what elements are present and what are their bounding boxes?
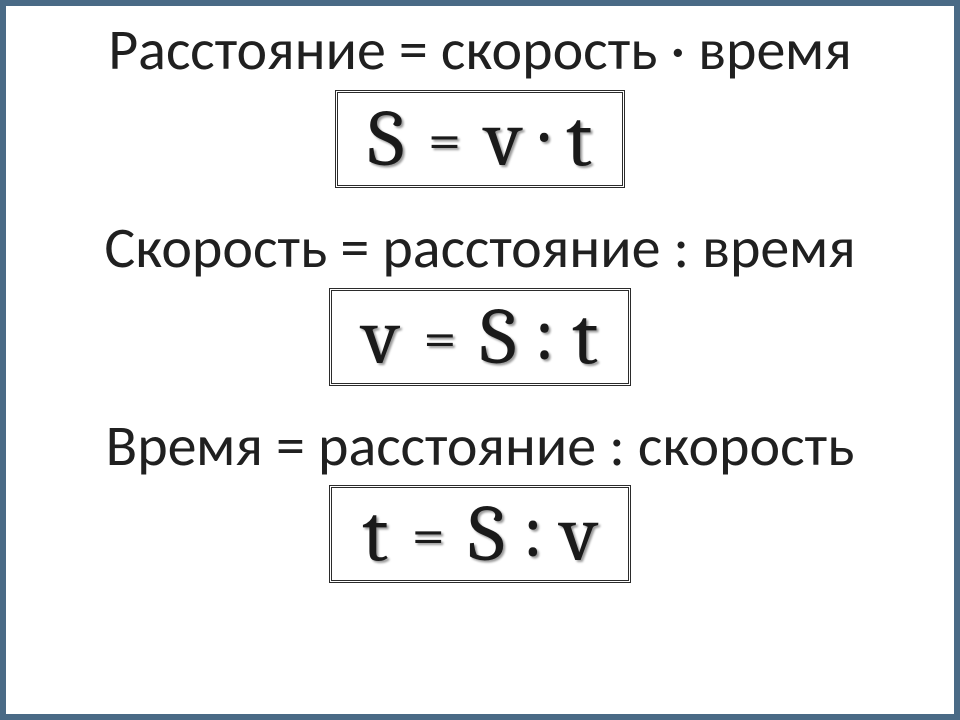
operator-divide: : — [522, 484, 542, 576]
formula-card: Расстояние = скорость · время S = v · t … — [0, 0, 960, 720]
formula-rhs-b: t — [572, 291, 598, 383]
time-formula: t = S : v — [362, 488, 598, 580]
operator-multiply: · — [540, 89, 548, 181]
formula-rhs-a: v — [485, 93, 523, 185]
equals-sign: = — [412, 500, 445, 569]
equals-sign: = — [423, 303, 456, 372]
formula-rhs-b: v — [560, 488, 598, 580]
speed-description: Скорость = расстояние : время — [104, 216, 855, 280]
speed-formula: v = S : t — [362, 291, 598, 383]
distance-formula: S = v · t — [368, 93, 592, 185]
formula-rhs-b: t — [566, 93, 592, 185]
distance-description: Расстояние = скорость · время — [108, 18, 852, 82]
time-description: Время = расстояние : скорость — [106, 414, 855, 478]
formula-lhs: v — [362, 291, 400, 383]
formula-lhs: S — [368, 93, 404, 185]
equals-sign: = — [428, 105, 461, 174]
formula-rhs-a: S — [469, 488, 505, 580]
formula-rhs-a: S — [480, 291, 516, 383]
speed-formula-box: v = S : t — [329, 288, 631, 386]
formula-lhs: t — [362, 488, 388, 580]
time-formula-box: t = S : v — [329, 485, 631, 583]
distance-formula-box: S = v · t — [335, 90, 625, 188]
operator-divide: : — [534, 287, 554, 379]
